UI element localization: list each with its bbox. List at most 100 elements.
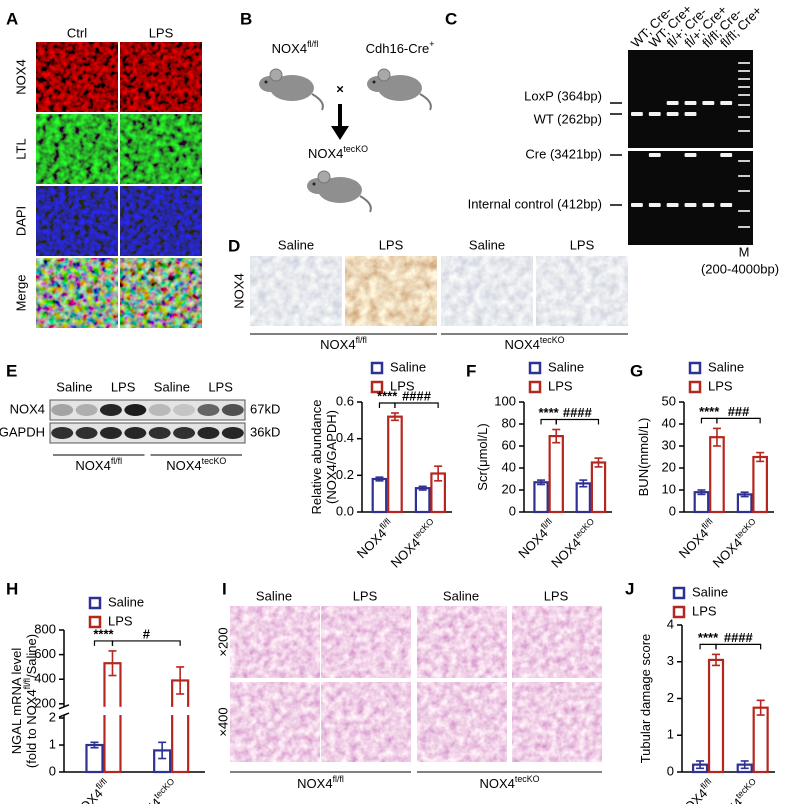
row-label: Merge <box>13 275 28 312</box>
y-tick-label: 1 <box>667 727 674 742</box>
panel-label: H <box>6 579 18 598</box>
condition-label: LPS <box>570 237 595 252</box>
gel-band <box>684 153 697 157</box>
mouse-ear <box>269 68 283 82</box>
condition-label: Saline <box>443 588 479 603</box>
mouse-eye <box>312 182 316 186</box>
he-image <box>321 606 411 678</box>
row-label: NOX4 <box>13 59 28 94</box>
genotype: NOX4fl/fl <box>272 39 319 56</box>
text-part: NOX4 <box>480 776 515 791</box>
blot-band <box>51 404 74 416</box>
superscript: fl/fl <box>22 678 32 689</box>
he-image <box>417 606 507 678</box>
error-bar <box>375 476 384 482</box>
group-label: NOX4fl/fl <box>297 774 344 791</box>
legend-label: LPS <box>390 378 415 393</box>
protein-label: NOX4 <box>10 401 45 416</box>
legend-label: LPS <box>108 613 133 628</box>
y-tick-label: 10 <box>662 481 676 496</box>
condition-label: Saline <box>154 379 190 394</box>
gel-band <box>631 112 643 116</box>
significance-label: #### <box>724 630 754 645</box>
bar <box>590 461 607 514</box>
mouse-tail <box>359 195 372 213</box>
blot-band <box>99 404 122 416</box>
ladder-band <box>738 175 750 177</box>
bar <box>103 662 122 774</box>
ihc-image <box>345 256 437 326</box>
mouse-body <box>378 75 422 101</box>
error-bar <box>158 741 167 760</box>
he-image <box>417 682 507 762</box>
superscript: fl/fl <box>333 774 344 784</box>
panel-label: B <box>240 9 252 28</box>
legend-swatch <box>370 361 384 375</box>
significance-bracket <box>715 643 762 650</box>
y-tick-label: 20 <box>502 481 516 496</box>
panel-label: G <box>630 361 643 380</box>
condition-label: LPS <box>208 379 233 394</box>
significance-label: **** <box>539 405 560 420</box>
text-part: NOX4 <box>297 776 332 791</box>
gel-band <box>648 112 661 116</box>
y-tick-label: 2 <box>49 709 56 724</box>
significance-bracket <box>111 640 181 646</box>
gel-band <box>666 101 679 105</box>
row-label: DAPI <box>13 206 28 236</box>
superscript: tecKO <box>411 516 436 541</box>
error-bar <box>552 428 561 444</box>
condition-label: LPS <box>111 379 136 394</box>
bar <box>709 436 725 514</box>
y-axis-label: NGAL mRNA level <box>9 648 24 755</box>
text-part: Cdh16-Cre <box>366 41 430 56</box>
y-axis-label: Tubular damage score <box>638 634 653 764</box>
y-tick-label: 1 <box>49 736 56 751</box>
marker-range: (200-4000bp) <box>701 261 779 276</box>
y-tick-label: 800 <box>34 621 56 636</box>
error-bar <box>712 653 721 667</box>
he-image <box>512 682 602 762</box>
blot-band <box>75 404 98 416</box>
significance-label: #### <box>402 388 432 403</box>
gel-band <box>684 203 697 207</box>
legend-label: LPS <box>692 603 717 618</box>
micrograph <box>36 114 118 184</box>
gel-band <box>666 203 679 207</box>
legend-swatch <box>88 615 102 629</box>
group-label: NOX4tecKO <box>505 335 565 352</box>
gel-band <box>631 203 643 207</box>
text-part: BUN(mmol/L) <box>636 418 651 497</box>
gel-band <box>684 101 697 105</box>
superscript: fl/fl <box>307 39 318 49</box>
text-part: NOX4 <box>308 146 343 161</box>
ihc-image <box>441 256 533 326</box>
superscript: tecKO <box>152 776 177 801</box>
superscript: fl/fl <box>356 335 367 345</box>
ihc-image <box>536 256 628 326</box>
protein-label: GAPDH <box>0 424 45 439</box>
text-part: Scr(μmol/L) <box>475 423 490 490</box>
micrograph <box>120 42 202 112</box>
superscript: fl/fl <box>111 456 122 466</box>
ladder-band <box>738 160 750 162</box>
gel-band <box>720 101 733 105</box>
error-bar <box>740 491 749 498</box>
significance-label: # <box>143 626 151 641</box>
gel-band <box>720 153 733 157</box>
band-label: Cre (3421bp) <box>525 146 602 161</box>
micrograph <box>36 42 118 112</box>
ladder-band <box>738 130 750 132</box>
mouse-tail <box>311 93 324 111</box>
y-tick-label: 200 <box>34 695 56 710</box>
y-tick-label: 30 <box>662 437 676 452</box>
blot-band <box>173 427 196 439</box>
mouse-icon <box>367 68 432 111</box>
ladder-band <box>738 70 750 72</box>
text-part: NOX4 <box>272 41 307 56</box>
micrograph <box>120 186 202 256</box>
panel-label: J <box>625 579 634 598</box>
column-label: LPS <box>149 25 174 40</box>
y-tick-label: 40 <box>502 459 516 474</box>
ladder-band <box>738 116 750 118</box>
